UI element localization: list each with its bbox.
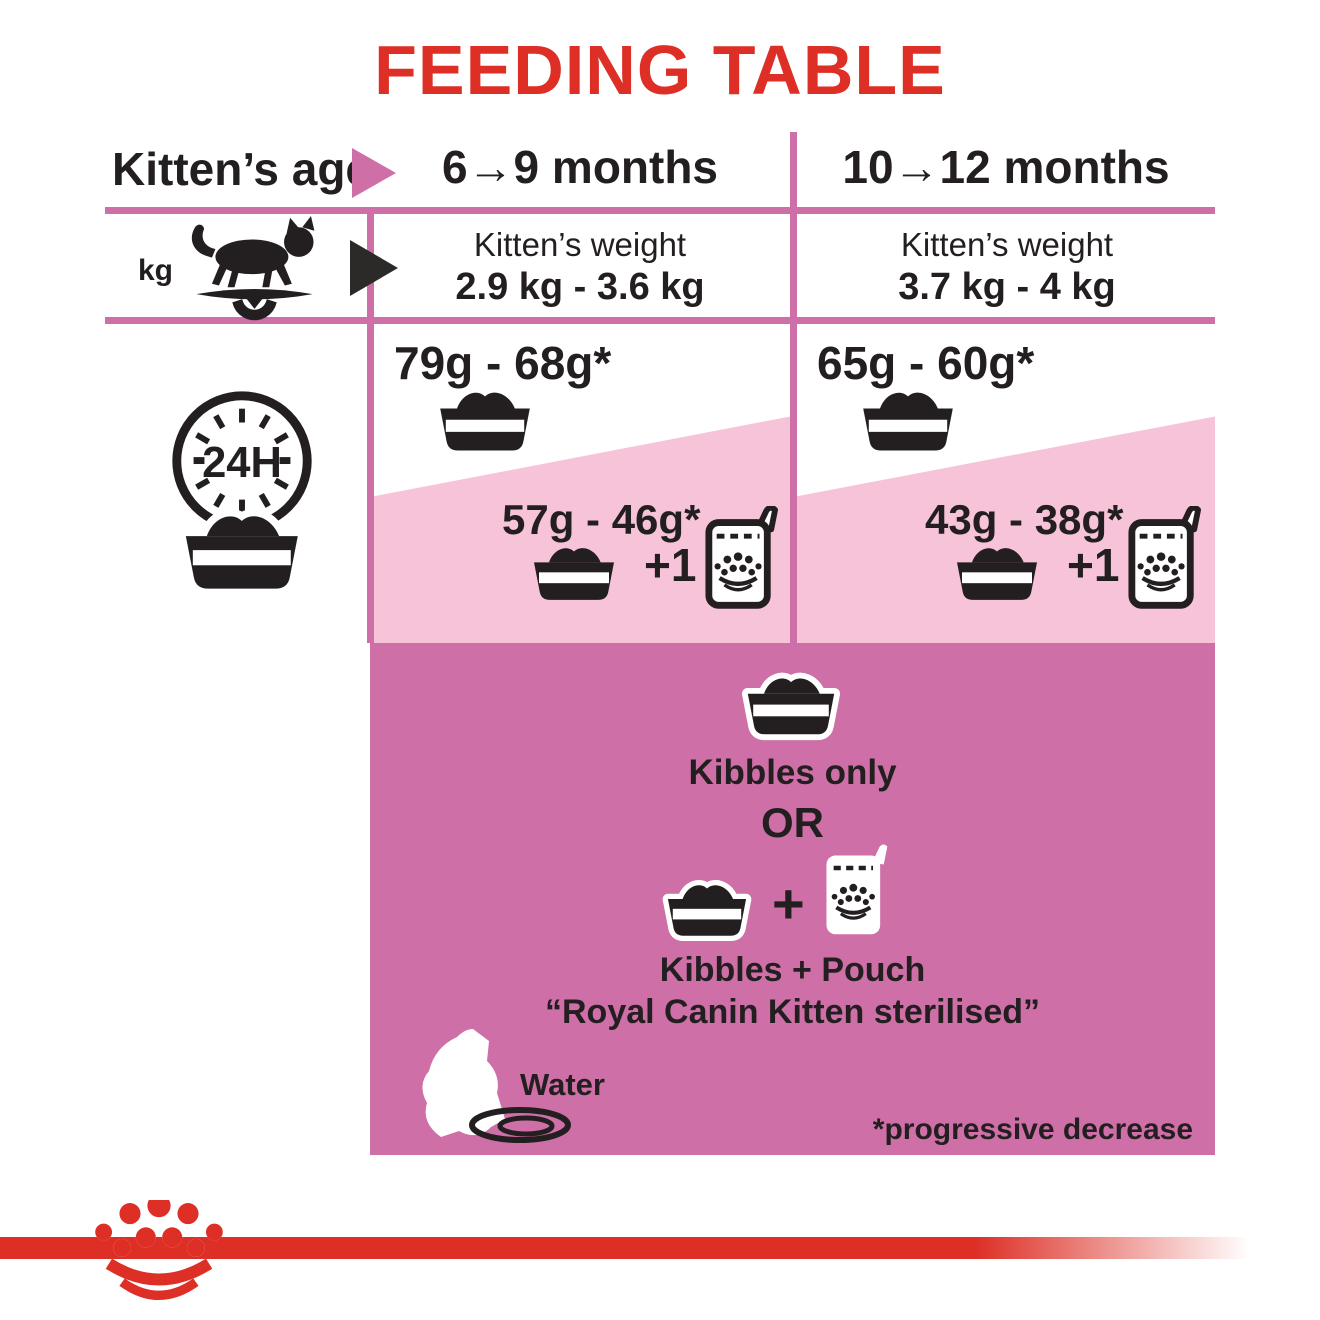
water-label: Water [520,1067,605,1102]
food-bowl-icon [440,392,530,451]
royal-canin-crown-logo [88,1200,230,1312]
weight-label-col2: Kitten’s weight [900,226,1114,263]
food-bowl-icon [534,548,614,600]
pouch-icon [1128,506,1201,609]
pouch-count: +1 [644,539,697,591]
kibbles-only-label: Kibbles only [688,753,897,792]
mixed-bowl-icon [650,873,764,946]
age-row-label: Kitten’s age [112,143,372,195]
kitten-scale-icon [191,216,315,321]
or-label: OR [761,799,824,846]
column-header-10-12-months: 10→12 months [842,141,1170,193]
24h-label: 24H [202,439,282,487]
weight-value-col2: 3.7 kg - 4 kg [898,266,1116,308]
pouch-icon [705,506,778,609]
24h-clock-bowl-icon: 24H [172,391,312,599]
pouch-count: +1 [1067,539,1120,591]
dry-ration-value: 65g - 60g* [817,337,1035,389]
age-arrow-icon [352,148,396,198]
weight-arrow-icon [350,240,398,296]
dry-ration-value: 79g - 68g* [394,337,612,389]
ration-cell-10-12-months: 65g - 60g* 43g - 38g* +1 [797,324,1215,643]
footnote: *progressive decrease [872,1113,1193,1146]
divider-horizontal-1 [105,207,1215,214]
food-bowl-icon [863,392,953,451]
feeding-options-panel: Kibbles only OR + Kibbles + Pouch “Royal… [370,643,1215,1155]
brand-band [0,1237,1250,1259]
page-title: FEEDING TABLE [374,31,946,109]
kibbles-only-bowl-icon [728,665,854,746]
kg-label: kg [138,254,174,287]
mixed-ration-value: 57g - 46g* [502,496,701,543]
divider-vertical-months [790,132,797,643]
plus-sign: + [772,872,805,935]
kibbles-pouch-product: “Royal Canin Kitten sterilised” [545,993,1040,1031]
mixed-pouch-icon [826,844,888,935]
divider-horizontal-2 [105,317,1215,324]
food-bowl-icon [957,548,1037,600]
weight-value-col1: 2.9 kg - 3.6 kg [455,266,705,308]
ration-cell-6-9-months: 79g - 68g* 57g - 46g* +1 [374,324,790,643]
divider-vertical-age [367,214,374,643]
kibbles-pouch-label: Kibbles + Pouch [659,951,926,989]
mixed-ration-value: 43g - 38g* [925,496,1124,543]
column-header-6-9-months: 6→9 months [441,141,719,193]
weight-label-col1: Kitten’s weight [473,226,687,263]
water-cat-icon [422,1029,571,1143]
